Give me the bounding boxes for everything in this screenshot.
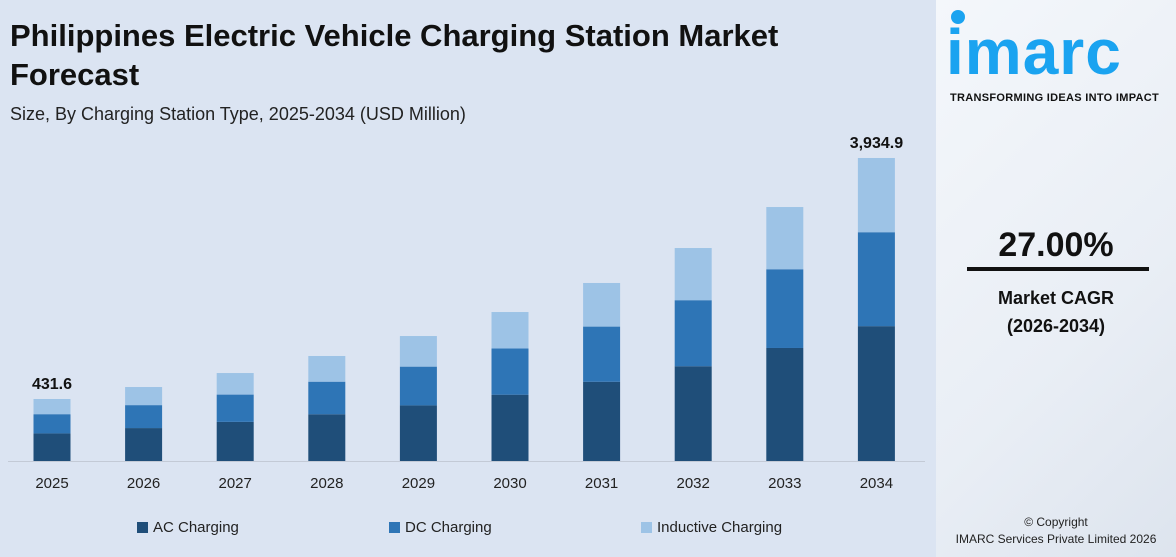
bar-ac-charging-2027 xyxy=(216,421,254,461)
bar-ac-charging-2031 xyxy=(583,381,621,461)
bar-inductive-charging-2026 xyxy=(125,387,163,406)
side-panel: imarc TRANSFORMING IDEAS INTO IMPACT 27.… xyxy=(936,0,1176,557)
bar-inductive-charging-2029 xyxy=(399,336,437,367)
chart-subtitle: Size, By Charging Station Type, 2025-203… xyxy=(10,104,466,124)
data-label: 3,934.9 xyxy=(850,135,903,152)
bar-dc-charging-2028 xyxy=(308,381,346,415)
legend-label: AC Charging xyxy=(153,519,239,536)
bar-dc-charging-2032 xyxy=(674,300,712,367)
bar-dc-charging-2027 xyxy=(216,394,254,422)
legend-swatch-inductive xyxy=(641,522,652,533)
legend-item-inductive: Inductive Charging xyxy=(641,519,782,536)
x-tick-label: 2028 xyxy=(310,475,343,492)
x-tick-label: 2027 xyxy=(219,475,252,492)
bar-inductive-charging-2030 xyxy=(491,312,529,349)
copyright: © Copyright IMARC Services Private Limite… xyxy=(936,514,1176,548)
bar-ac-charging-2033 xyxy=(766,347,804,461)
x-tick-label: 2030 xyxy=(493,475,526,492)
bar-ac-charging-2030 xyxy=(491,394,529,461)
x-tick-label: 2025 xyxy=(35,475,68,492)
bar-inductive-charging-2033 xyxy=(766,207,804,270)
bar-dc-charging-2025 xyxy=(33,414,71,434)
bar-ac-charging-2026 xyxy=(125,428,163,461)
bar-ac-charging-2032 xyxy=(674,366,712,461)
bar-ac-charging-2028 xyxy=(308,414,346,461)
legend-label: DC Charging xyxy=(405,519,492,536)
tagline: TRANSFORMING IDEAS INTO IMPACT xyxy=(950,92,1160,104)
bar-inductive-charging-2028 xyxy=(308,355,346,382)
bar-inductive-charging-2034 xyxy=(857,157,895,233)
divider xyxy=(967,267,1149,271)
legend-item-ac: AC Charging xyxy=(137,519,239,536)
bar-inductive-charging-2032 xyxy=(674,248,712,301)
bar-dc-charging-2026 xyxy=(125,405,163,429)
company-text: IMARC Services Private Limited 2026 xyxy=(955,532,1157,546)
bar-dc-charging-2031 xyxy=(583,326,621,382)
chart-title: Philippines Electric Vehicle Charging St… xyxy=(10,18,779,92)
bar-inductive-charging-2027 xyxy=(216,373,254,395)
bar-dc-charging-2034 xyxy=(857,232,895,327)
legend-item-dc: DC Charging xyxy=(389,519,492,536)
bar-dc-charging-2030 xyxy=(491,348,529,395)
x-tick-label: 2031 xyxy=(585,475,618,492)
stacked-bar-chart: 2025 431.6 2026 2027 2028 2029 2030 2031 2032 203… xyxy=(8,135,925,492)
bar-inductive-charging-2025 xyxy=(33,399,71,415)
bar-ac-charging-2029 xyxy=(399,405,437,461)
x-tick-label: 2029 xyxy=(402,475,435,492)
legend-swatch-dc xyxy=(389,522,400,533)
logo-dot-icon xyxy=(951,10,965,24)
bar-dc-charging-2033 xyxy=(766,269,804,348)
copyright-text: © Copyright xyxy=(1024,515,1088,529)
bar-ac-charging-2025 xyxy=(33,433,71,461)
x-tick-label: 2032 xyxy=(677,475,710,492)
cagr-period: (2026-2034) xyxy=(1006,316,1106,336)
cagr-label: Market CAGR (2026-2034) xyxy=(936,284,1176,340)
bar-dc-charging-2029 xyxy=(399,366,437,406)
x-tick-label: 2034 xyxy=(860,475,893,492)
legend-swatch-ac xyxy=(137,522,148,533)
bar-inductive-charging-2031 xyxy=(583,282,621,327)
imarc-logo: imarc xyxy=(946,16,1122,88)
cagr-label-text: Market CAGR xyxy=(997,288,1115,308)
bar-ac-charging-2034 xyxy=(857,326,895,461)
legend-label: Inductive Charging xyxy=(657,519,783,536)
cagr-value: 27.00% xyxy=(998,226,1114,264)
x-tick-label: 2033 xyxy=(768,475,801,492)
data-label: 431.6 xyxy=(32,376,72,393)
x-tick-label: 2026 xyxy=(127,475,160,492)
